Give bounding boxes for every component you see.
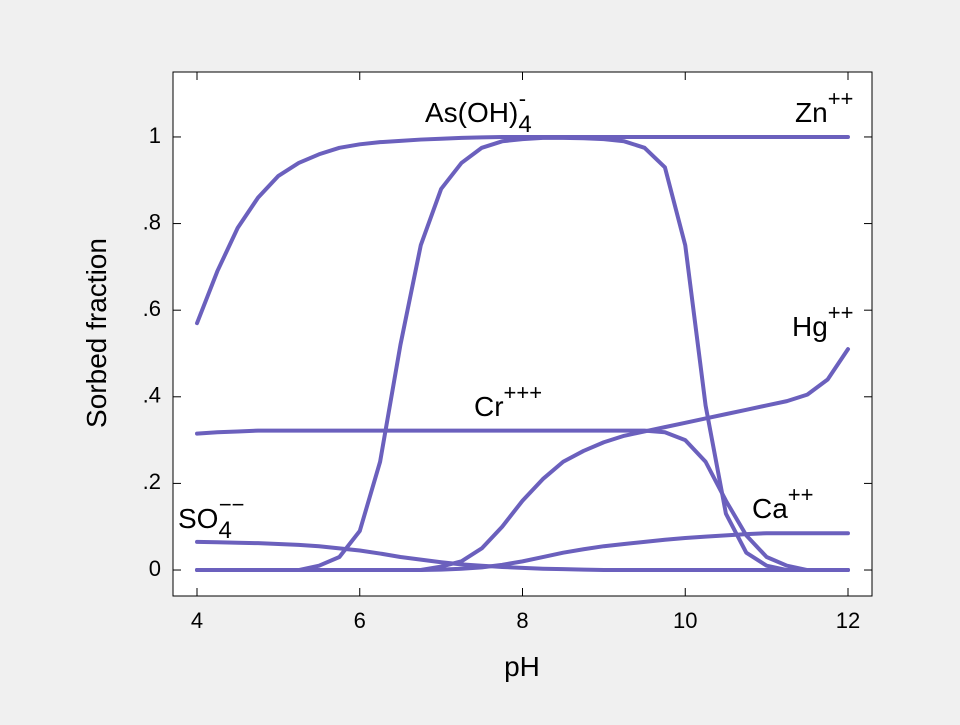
series-label-sub: 4 [218,517,231,544]
y-tick-label: .4 [143,383,161,408]
series-label-sub: 4 [518,111,531,138]
series-line [195,134,850,326]
series-label-sup: ++ [828,300,854,325]
series-label-base: Zn [795,97,828,128]
series-line [195,428,850,573]
series-label-base: Ca [752,493,788,524]
y-tick-label: 1 [149,123,161,148]
x-tick-label: 12 [836,608,860,633]
x-tick-label: 4 [191,608,203,633]
series-label-base: As(OH) [425,97,518,128]
series-label-base: SO [178,503,218,534]
y-tick-label: .6 [143,296,161,321]
y-tick-label: .2 [143,469,161,494]
plot-area [172,71,873,597]
series-label-base: Cr [474,391,504,422]
series-label-sup: ++ [788,482,814,507]
series-label: Zn++ [795,86,853,128]
series-label: Hg++ [792,300,854,342]
series-label: Cr+++ [474,380,542,422]
series-label: Ca++ [752,482,814,524]
series-label-sup: ++ [828,86,854,111]
y-tick-label: 0 [149,556,161,581]
x-tick-label: 6 [354,608,366,633]
x-tick-label: 10 [673,608,697,633]
series-label-sup: −− [219,492,245,517]
y-tick-label: .8 [143,209,161,234]
y-axis-title: Sorbed fraction [81,238,112,428]
x-tick-label: 8 [516,608,528,633]
series-label: As(OH)4- [425,86,532,138]
series-line [195,531,850,573]
series-label-base: Hg [792,311,828,342]
series-label-sup: - [519,86,526,111]
x-axis-title: pH [504,651,540,682]
series-label-sup: +++ [504,380,543,405]
series-line [195,539,850,573]
series-label: SO4−− [178,492,245,544]
